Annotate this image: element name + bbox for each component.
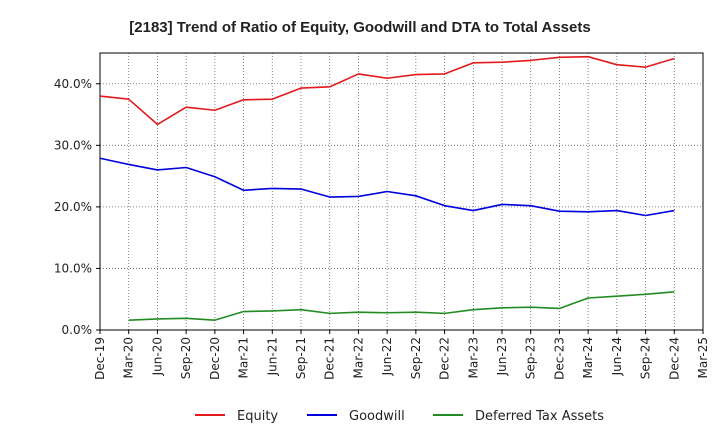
x-tick-label: Sep-21 bbox=[294, 337, 308, 379]
x-tick-label: Dec-20 bbox=[208, 337, 222, 380]
x-tick-label: Dec-19 bbox=[93, 337, 107, 380]
x-tick-label: Mar-24 bbox=[581, 337, 595, 378]
x-tick-label: Mar-25 bbox=[696, 337, 710, 378]
plot-frame bbox=[99, 52, 704, 331]
series-line-equity bbox=[99, 55, 675, 126]
x-tick-label: Jun-20 bbox=[150, 337, 164, 376]
y-tick-label: 30.0% bbox=[54, 138, 92, 152]
x-tick-label: Mar-23 bbox=[466, 337, 480, 378]
y-tick-label: 20.0% bbox=[54, 200, 92, 214]
x-tick-label: Jun-24 bbox=[610, 337, 624, 376]
x-tick-label: Sep-22 bbox=[409, 337, 423, 379]
x-tick-label: Sep-20 bbox=[179, 337, 193, 379]
y-tick-label: 40.0% bbox=[54, 77, 92, 91]
x-axis: Dec-19 Mar-20 Jun-20 Sep-20 Dec-20 Mar-21 Jun-… bbox=[93, 330, 710, 380]
x-tick-label: Dec-21 bbox=[323, 337, 337, 380]
y-axis: 0.0% 10.0% 20.0% 30.0% 40.0% bbox=[54, 77, 100, 337]
chart-title: [2183] Trend of Ratio of Equity, Goodwil… bbox=[129, 19, 590, 36]
x-tick-label: Dec-22 bbox=[438, 337, 452, 380]
legend-label-equity: Equity bbox=[237, 409, 278, 424]
series-line-deferred-tax-assets bbox=[128, 291, 675, 321]
x-tick-label: Jun-23 bbox=[495, 337, 509, 376]
x-tick-label: Sep-23 bbox=[524, 337, 538, 379]
x-tick-label: Dec-24 bbox=[667, 337, 681, 380]
x-tick-label: Dec-23 bbox=[552, 337, 566, 380]
x-tick-label: Jun-21 bbox=[265, 337, 279, 376]
x-tick-label: Sep-24 bbox=[639, 337, 653, 379]
y-tick-label: 10.0% bbox=[54, 261, 92, 275]
legend-label-deferred-tax-assets: Deferred Tax Assets bbox=[475, 409, 604, 424]
x-tick-label: Mar-20 bbox=[122, 337, 136, 378]
series-line-goodwill bbox=[99, 157, 675, 217]
legend: Equity Goodwill Deferred Tax Assets bbox=[195, 409, 604, 424]
y-tick-label: 0.0% bbox=[62, 323, 93, 337]
grid bbox=[100, 53, 703, 330]
x-tick-label: Mar-22 bbox=[351, 337, 365, 378]
x-tick-label: Mar-21 bbox=[237, 337, 251, 378]
x-tick-label: Jun-22 bbox=[380, 337, 394, 376]
series bbox=[99, 55, 675, 321]
legend-label-goodwill: Goodwill bbox=[349, 409, 405, 424]
